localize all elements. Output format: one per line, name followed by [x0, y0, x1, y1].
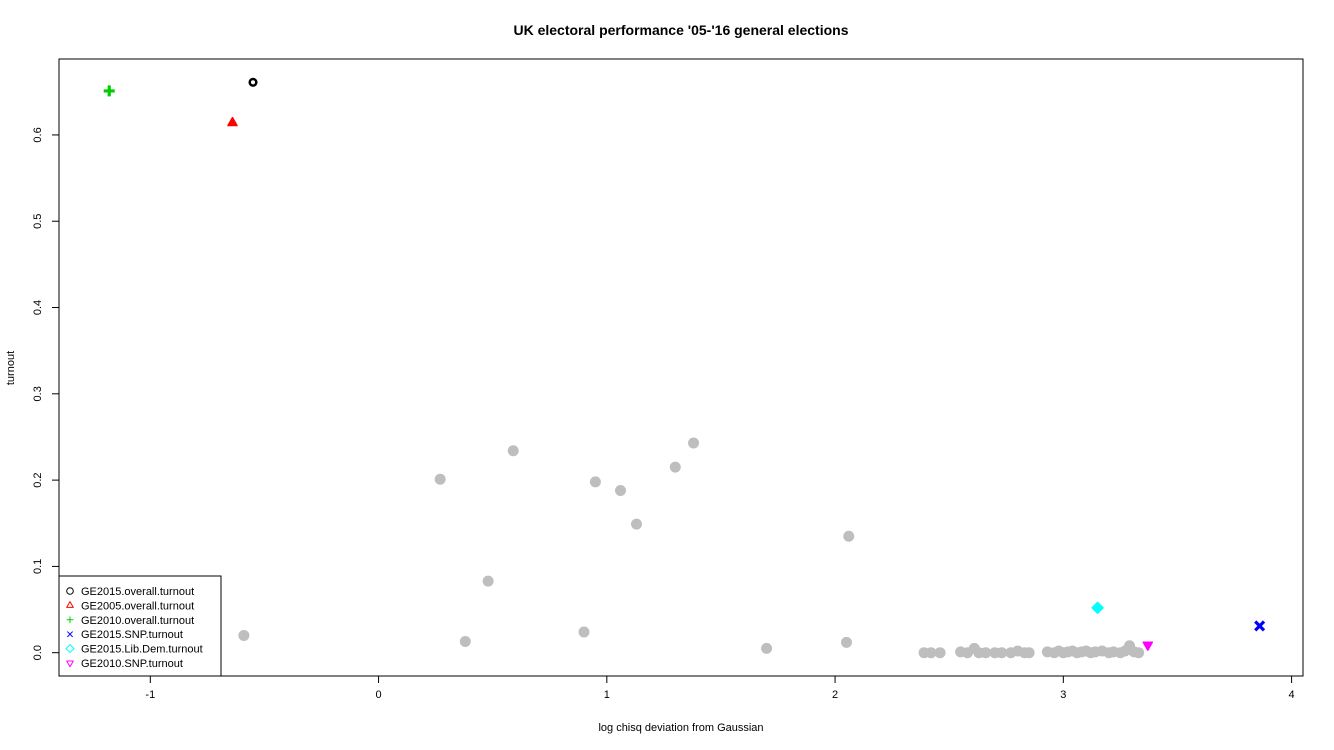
x-tick-label: 3 [1060, 689, 1066, 701]
y-tick-label: 0.5 [32, 214, 44, 229]
background-point [1133, 647, 1145, 659]
legend-symbol [66, 587, 74, 595]
series-point [227, 116, 238, 127]
legend-label: GE2005.overall.turnout [81, 600, 194, 612]
series-point [1142, 641, 1154, 651]
x-axis: -1 0 1 2 3 4 [145, 675, 1295, 701]
legend-label: GE2010.SNP.turnout [81, 658, 183, 670]
y-axis: 0.0 0.1 0.2 0.3 0.4 0.5 0.6 [32, 127, 60, 660]
background-point [434, 473, 446, 485]
background-point [1023, 647, 1035, 659]
background-point [761, 642, 773, 654]
legend-box [58, 575, 222, 677]
background-point [482, 575, 494, 587]
legend-symbol [65, 644, 75, 654]
background-point [615, 484, 627, 496]
y-tick-label: 0.4 [32, 300, 44, 315]
background-point [843, 530, 855, 542]
background-point [669, 461, 681, 473]
chart-title: UK electoral performance '05-'16 general… [513, 22, 848, 38]
background-point [459, 635, 471, 647]
series-point [1254, 620, 1266, 632]
background-point [630, 518, 642, 530]
highlighted-points [103, 77, 1266, 651]
background-points [238, 437, 1145, 659]
x-axis-label: log chisq deviation from Gaussian [598, 722, 763, 734]
legend-label: GE2010.overall.turnout [81, 615, 194, 627]
y-axis-label: turnout [5, 351, 17, 385]
background-point [238, 629, 250, 641]
x-tick-label: 1 [604, 689, 610, 701]
y-tick-label: 0.0 [32, 645, 44, 660]
legend-symbol [66, 616, 74, 624]
legend: GE2015.overall.turnout GE2005.overall.tur… [58, 575, 222, 677]
background-point [934, 647, 946, 659]
series-point [248, 77, 258, 87]
x-tick-label: 4 [1289, 689, 1295, 701]
y-tick-label: 0.6 [32, 127, 44, 142]
background-point [996, 647, 1008, 659]
x-tick-label: 2 [832, 689, 838, 701]
x-tick-label: -1 [145, 689, 155, 701]
legend-symbol [66, 601, 74, 608]
x-tick-label: 0 [375, 689, 381, 701]
y-tick-label: 0.1 [32, 559, 44, 574]
legend-symbol [67, 631, 73, 638]
background-point [840, 636, 852, 648]
background-point [578, 626, 590, 638]
background-point [507, 445, 519, 457]
series-point [103, 85, 115, 97]
y-tick-label: 0.2 [32, 472, 44, 487]
legend-label: GE2015.Lib.Dem.turnout [81, 644, 203, 656]
background-point [688, 437, 700, 449]
legend-label: GE2015.overall.turnout [81, 586, 194, 598]
series-point [1091, 601, 1104, 614]
background-point [925, 647, 937, 659]
plot-frame [58, 58, 1304, 677]
background-point [980, 647, 992, 659]
background-point [589, 476, 601, 488]
legend-symbol [66, 660, 74, 668]
legend-label: GE2015.SNP.turnout [81, 629, 183, 641]
y-tick-label: 0.3 [32, 386, 44, 401]
